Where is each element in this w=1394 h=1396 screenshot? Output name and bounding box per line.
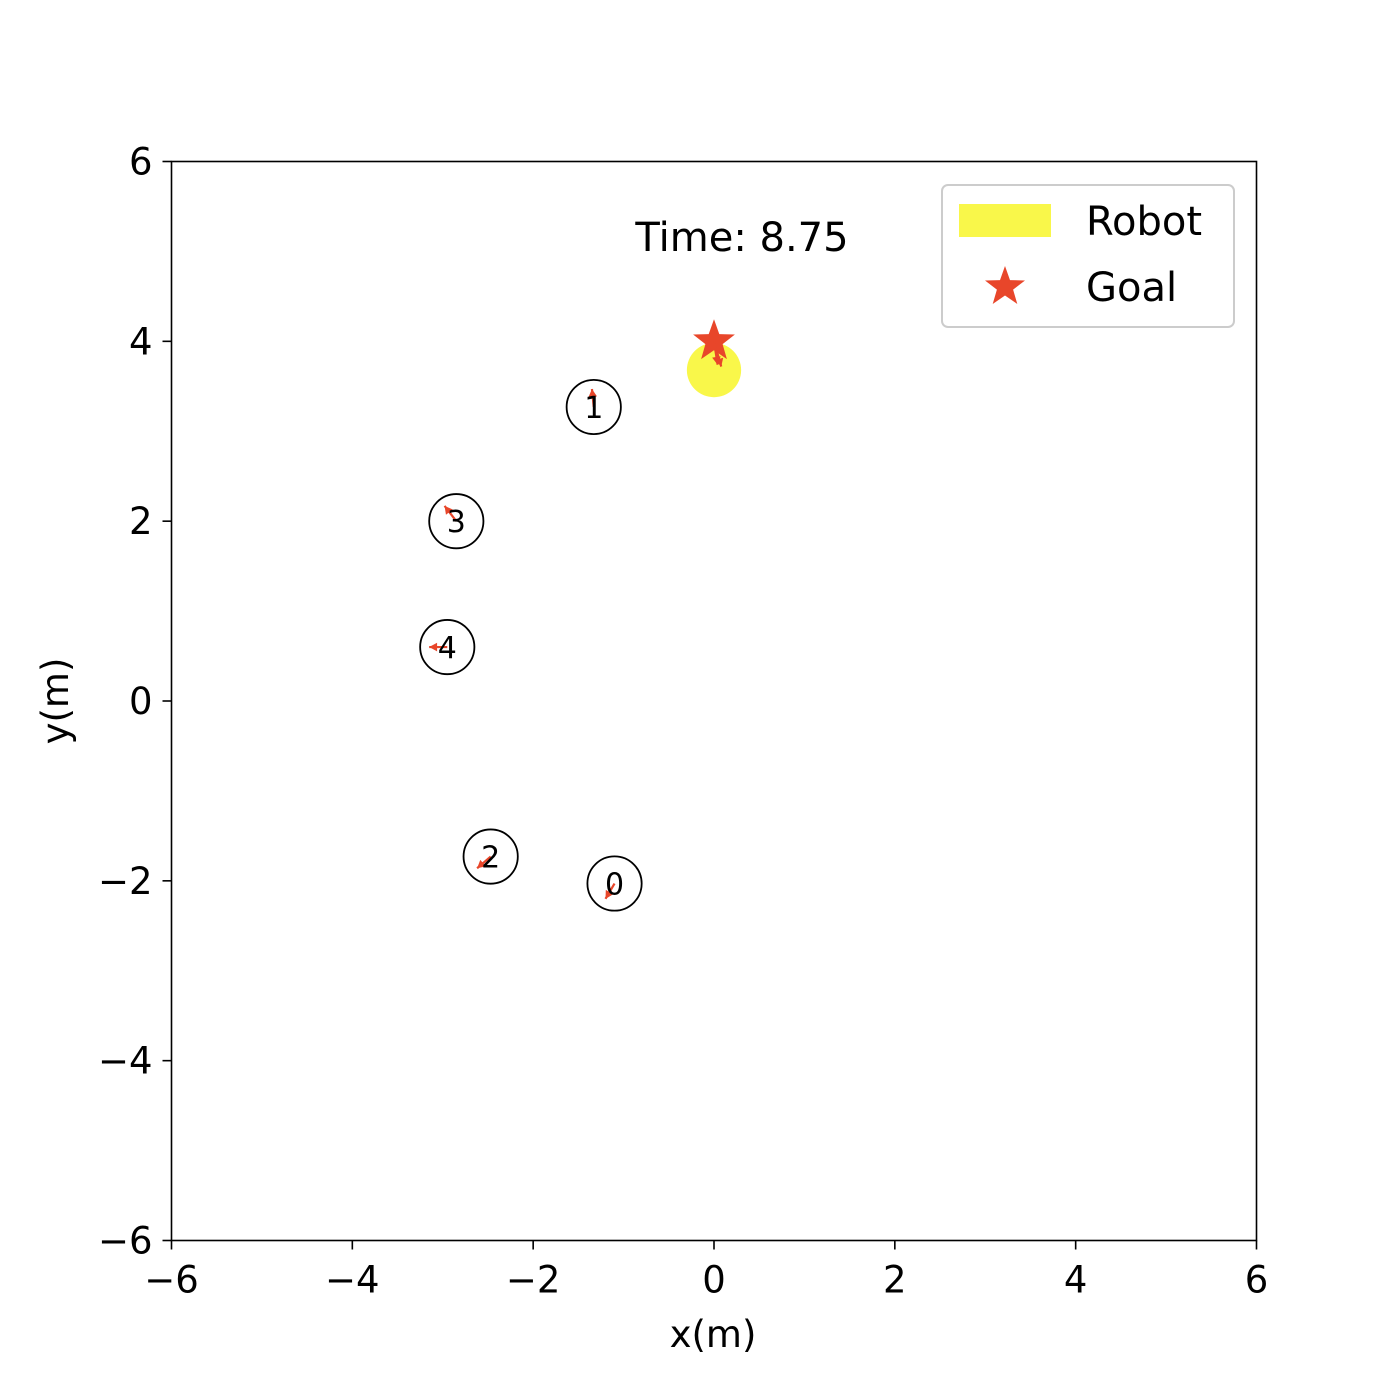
- x-tick-label: 0: [702, 1259, 726, 1302]
- human-heading-arrow: [429, 642, 448, 652]
- human-circle: [462, 828, 519, 885]
- human-2: 2: [462, 828, 519, 885]
- human-heading-arrow: [604, 882, 616, 900]
- plot-marks: 0 1 2 3 4: [419, 319, 742, 912]
- human-circle: [428, 493, 485, 550]
- legend: Robot Goal: [941, 184, 1235, 328]
- human-heading-arrow-head: [444, 505, 453, 515]
- human-circle: [586, 855, 643, 912]
- human-1: 1: [565, 378, 622, 435]
- y-tick-label: 6: [129, 141, 153, 184]
- human-heading-arrow-head: [588, 388, 598, 398]
- human-heading-arrow: [476, 855, 492, 870]
- x-tick-label: −2: [506, 1259, 561, 1302]
- y-tick-label: −6: [98, 1220, 153, 1263]
- human-0: 0: [586, 855, 643, 912]
- human-label: 3: [447, 505, 466, 540]
- y-tick-label: −2: [98, 860, 153, 903]
- goal-star-marker: [693, 319, 735, 360]
- x-tick-label: 6: [1245, 1259, 1269, 1302]
- human-heading-arrow: [443, 505, 458, 522]
- time-annotation: Time: 8.75: [634, 215, 848, 261]
- human-circle: [419, 619, 476, 676]
- human-label: 4: [438, 631, 457, 666]
- human-circle: [565, 378, 622, 435]
- human-heading-arrow-head: [477, 859, 486, 869]
- y-axis-label: y(m): [34, 658, 77, 745]
- human-heading-arrow: [588, 388, 598, 408]
- x-tick-label: 4: [1064, 1259, 1088, 1302]
- y-tick-label: 2: [129, 500, 153, 543]
- human-4: 4: [419, 619, 476, 676]
- y-tick-label: 4: [129, 320, 153, 363]
- y-axis-ticks: −6 −4 −2 0 2 4 6: [98, 141, 172, 1263]
- x-tick-label: −6: [144, 1259, 199, 1302]
- human-heading-arrow-head: [429, 642, 438, 652]
- y-tick-label: 0: [129, 680, 153, 723]
- human-3: 3: [428, 493, 485, 550]
- x-tick-label: −4: [325, 1259, 380, 1302]
- robot-marker: [686, 342, 742, 398]
- legend-robot-swatch: [959, 204, 1051, 237]
- x-tick-label: 2: [883, 1259, 907, 1302]
- robot-velocity-arrow-1-head: [712, 356, 721, 365]
- human-heading-arrow-head: [605, 889, 614, 899]
- y-tick-label: −4: [98, 1040, 153, 1083]
- human-label: 2: [481, 841, 500, 876]
- legend-goal-label: Goal: [1086, 265, 1177, 311]
- human-label: 1: [584, 391, 603, 426]
- legend-goal-star-icon: [985, 266, 1025, 304]
- robot-velocity-arrow-1: [712, 341, 721, 365]
- x-axis-label: x(m): [670, 1313, 757, 1356]
- legend-robot-label: Robot: [1086, 199, 1202, 245]
- human-label: 0: [605, 868, 624, 903]
- x-axis-ticks: −6 −4 −2 0 2 4 6: [144, 1240, 1269, 1302]
